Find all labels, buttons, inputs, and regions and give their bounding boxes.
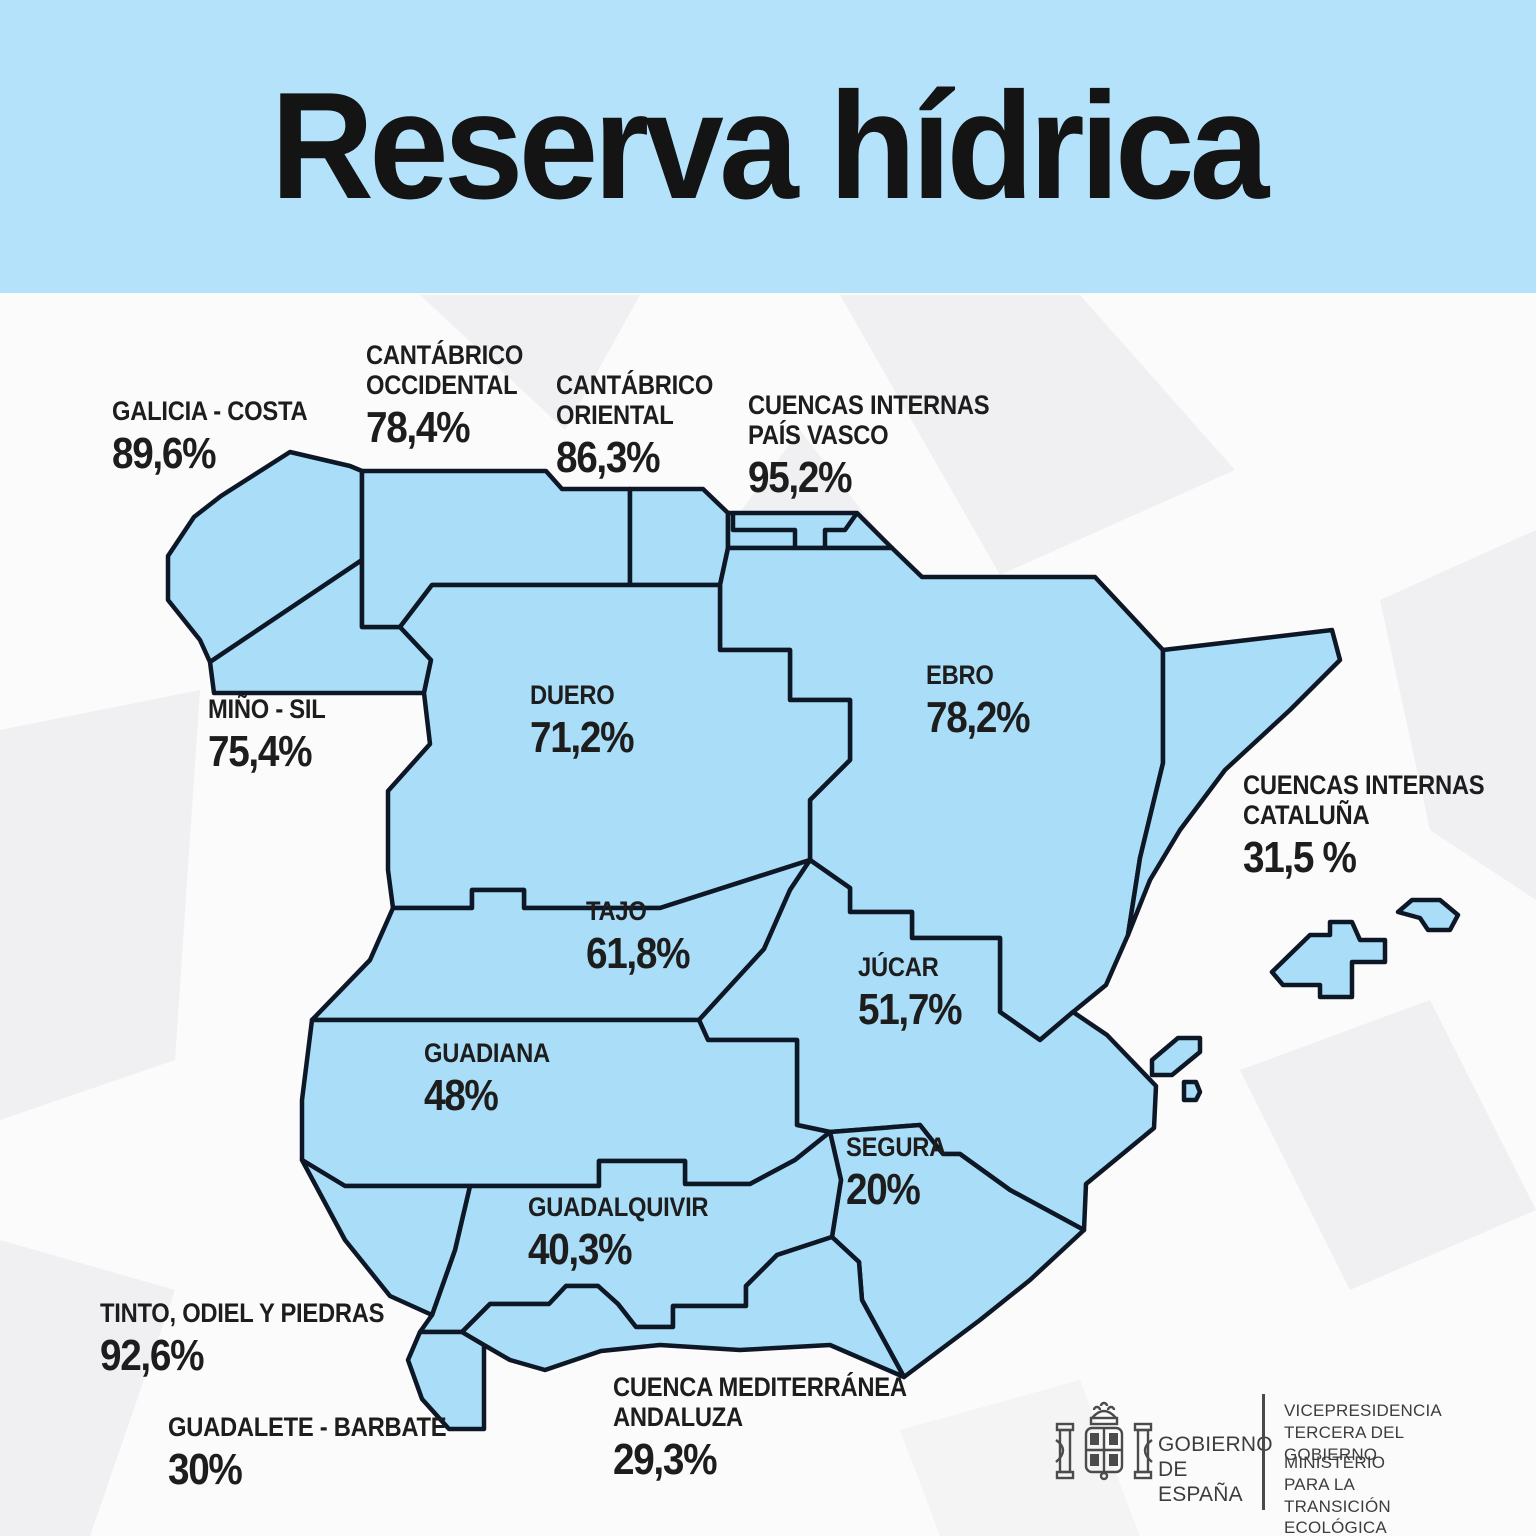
background-texture [0,295,1536,1536]
basin-label-cantabrico-oriental: CANTÁBRICO ORIENTAL 86,3% [556,370,735,482]
basin-name: MIÑO - SIL [208,694,326,724]
basin-value: 92,6% [100,1331,205,1381]
basin-value: 51,7% [858,985,963,1035]
basin-name: DUERO [530,680,615,710]
basin-label-mediterranea-andaluza: CUENCA MEDITERRÁNEA ANDALUZA 29,3% [613,1372,947,1484]
header-band: Reserva hídrica [0,0,1536,293]
basin-label-galicia-costa: GALICIA - COSTA 89,6% [112,396,334,478]
basin-shape-mediterranea-andaluza [459,1234,907,1380]
basin-value: 95,2% [748,453,853,503]
basin-label-guadiana: GUADIANA 48% [424,1038,567,1120]
island-mallorca [1269,919,1388,1000]
basin-value: 48% [424,1071,499,1121]
pais-vasco-border-detail [730,513,798,548]
basin-value: 40,3% [528,1225,633,1275]
basin-label-cantabrico-occidental: CANTÁBRICO OCCIDENTAL 78,4% [366,340,545,452]
basin-shape-cantabrico-oriental [627,486,731,588]
basin-name: CANTÁBRICO OCCIDENTAL [366,340,524,401]
pais-vasco-border-detail [822,511,859,548]
basin-name: GUADALQUIVIR [528,1192,709,1222]
basin-label-guadalquivir: GUADALQUIVIR 40,3% [528,1192,733,1274]
page-title: Reserva hídrica [271,61,1269,231]
basin-name: TAJO [586,896,647,926]
vicepresidency-label: VICEPRESIDENCIA TERCERA DEL GOBIERNO [1284,1401,1442,1464]
basin-label-segura: SEGURA 20% [846,1132,960,1214]
basin-label-cataluna: CUENCAS INTERNAS CATALUÑA 31,5 % [1243,770,1517,882]
basin-label-ebro: EBRO 78,2% [926,660,1043,742]
government-of-spain-label: GOBIERNO DE ESPAÑA [1158,1433,1273,1507]
basin-label-guadalete-barbate: GUADALETE - BARBATE 30% [168,1412,484,1494]
island-menorca [1395,897,1461,933]
ministry-label: MINISTERIO PARA LA TRANSICIÓN ECOLÓGICA … [1284,1453,1391,1536]
basin-name: EBRO [926,660,994,690]
basin-name: CANTÁBRICO ORIENTAL [556,370,714,431]
basin-shape-cataluna [1125,627,1343,938]
basin-name: GALICIA - COSTA [112,396,308,426]
basin-name: TINTO, ODIEL Y PIEDRAS [100,1298,385,1328]
spain-coat-of-arms-icon [1055,1401,1153,1481]
basin-label-pais-vasco: CUENCAS INTERNAS PAÍS VASCO 95,2% [748,390,1022,502]
basin-label-mino-sil: MIÑO - SIL 75,4% [208,694,342,776]
basin-shape-tinto-odiel-piedras [299,1157,473,1318]
basin-value: 71,2% [530,713,635,763]
footer-divider [1262,1394,1265,1510]
basin-shape-galicia-costa [165,449,365,665]
basin-name: GUADIANA [424,1038,550,1068]
basin-value: 75,4% [208,727,313,777]
basin-label-tajo: TAJO 61,8% [586,896,703,978]
basin-label-tinto-odiel-piedras: TINTO, ODIEL Y PIEDRAS 92,6% [100,1298,423,1380]
basin-name: CUENCA MEDITERRÁNEA ANDALUZA [613,1372,907,1433]
basin-value: 78,2% [926,693,1031,743]
basin-value: 20% [846,1165,921,1215]
island-ibiza [1149,1035,1203,1078]
basin-value: 86,3% [556,433,661,483]
basin-name: CUENCAS INTERNAS CATALUÑA [1243,770,1485,831]
island-formentera [1181,1079,1203,1103]
basin-name: JÚCAR [858,952,939,982]
basin-value: 30% [168,1445,243,1495]
basin-value: 78,4% [366,403,471,453]
basin-name: SEGURA [846,1132,947,1162]
basin-label-duero: DUERO 71,2% [530,680,647,762]
basin-name: GUADALETE - BARBATE [168,1412,447,1442]
basin-value: 31,5 % [1243,833,1357,883]
basin-value: 89,6% [112,429,217,479]
basin-value: 29,3% [613,1435,718,1485]
basin-label-jucar: JÚCAR 51,7% [858,952,975,1034]
basin-name: CUENCAS INTERNAS PAÍS VASCO [748,390,990,451]
basin-value: 61,8% [586,929,691,979]
